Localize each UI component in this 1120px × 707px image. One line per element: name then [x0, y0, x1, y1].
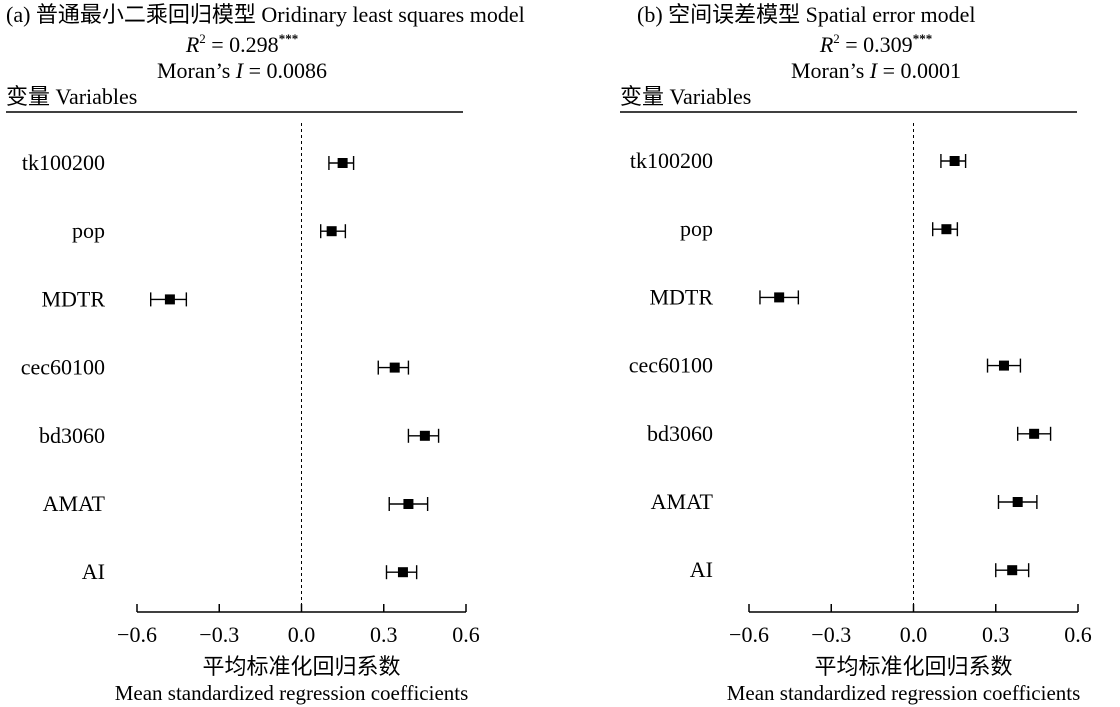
coefficient-point	[326, 226, 337, 237]
x-tick-label: −0.3	[199, 622, 239, 647]
variable-label: pop	[680, 216, 713, 241]
coefficient-point	[1007, 565, 1018, 576]
r2-annotation: R2 = 0.309***	[819, 31, 932, 57]
x-tick-label: 0.0	[900, 622, 928, 647]
coefficient-point	[1012, 497, 1023, 507]
r2-annotation: R2 = 0.298***	[185, 31, 298, 57]
coefficient-point	[949, 156, 960, 166]
variable-label: AI	[82, 559, 105, 584]
coefficient-point	[164, 294, 175, 305]
variable-label: cec60100	[21, 355, 105, 380]
coefficient-point	[337, 158, 348, 168]
coefficient-point	[389, 362, 400, 373]
coefficient-point	[397, 567, 408, 578]
coefficient-point	[403, 499, 414, 509]
variable-label: MDTR	[41, 286, 105, 311]
x-tick-label: 0.3	[982, 622, 1010, 647]
x-axis-label-en: Mean standardized regression coefficient…	[115, 681, 469, 705]
moran-annotation: Moran’s I = 0.0001	[791, 58, 961, 83]
variables-header: 变量 Variables	[620, 84, 751, 109]
moran-annotation: Moran’s I = 0.0086	[157, 58, 327, 83]
coefficient-point	[941, 224, 952, 235]
x-tick-label: 0.0	[288, 622, 316, 647]
variable-label: AMAT	[43, 491, 106, 516]
coefficient-point	[998, 360, 1009, 371]
variable-label: tk100200	[22, 150, 105, 175]
variable-label: MDTR	[649, 284, 713, 309]
coefficient-point	[419, 430, 430, 441]
x-tick-label: −0.6	[117, 622, 157, 647]
x-axis-label-en: Mean standardized regression coefficient…	[727, 681, 1081, 705]
coefficient-point	[774, 292, 785, 303]
x-axis-label-cn: 平均标准化回归系数	[814, 654, 1012, 679]
variable-label: AI	[690, 557, 713, 582]
x-tick-label: −0.6	[729, 622, 769, 647]
variable-label: AMAT	[651, 489, 714, 514]
variable-label: bd3060	[39, 423, 105, 448]
x-tick-label: 0.3	[370, 622, 398, 647]
x-tick-label: 0.6	[452, 622, 480, 647]
chart-title: (b) 空间误差模型 Spatial error model	[637, 2, 976, 27]
variable-label: bd3060	[647, 421, 713, 446]
variable-label: tk100200	[630, 148, 713, 173]
chart-title: (a) 普通最小二乘回归模型 Oridinary least squares m…	[6, 2, 525, 27]
chart-panel-a: (a) 普通最小二乘回归模型 Oridinary least squares m…	[6, 2, 525, 705]
x-tick-label: 0.6	[1064, 622, 1092, 647]
variable-label: cec60100	[629, 353, 713, 378]
variables-header: 变量 Variables	[6, 84, 137, 109]
x-tick-label: −0.3	[811, 622, 851, 647]
coefficient-point	[1029, 428, 1040, 439]
x-axis-label-cn: 平均标准化回归系数	[202, 654, 400, 679]
variable-label: pop	[72, 218, 105, 243]
chart-panel-b: (b) 空间误差模型 Spatial error model R2 = 0.309…	[620, 2, 1092, 705]
